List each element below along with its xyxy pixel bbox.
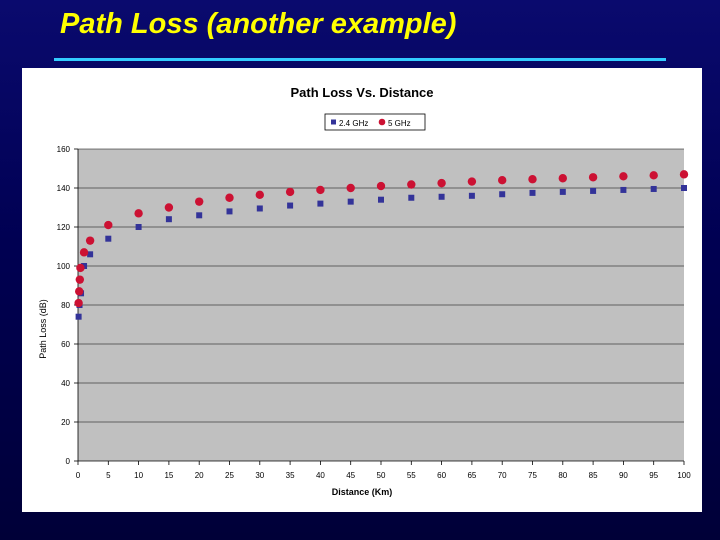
data-point-2-4ghz — [681, 185, 687, 191]
data-point-5ghz — [85, 236, 95, 245]
x-tick-label: 55 — [407, 471, 416, 480]
legend: 2.4 GHz 5 GHz — [324, 113, 426, 131]
y-tick-label: 140 — [57, 184, 71, 193]
x-tick-label: 95 — [649, 471, 658, 480]
legend-marker-5ghz — [378, 118, 386, 126]
data-point-2-4ghz — [468, 192, 475, 199]
data-point-2-4ghz — [347, 198, 354, 205]
x-tick-label: 25 — [225, 471, 234, 480]
y-tick-label: 160 — [57, 145, 71, 154]
x-tick-label: 35 — [286, 471, 295, 480]
x-tick-label: 100 — [677, 471, 691, 480]
data-point-5ghz — [407, 180, 416, 189]
y-tick-label: 20 — [61, 418, 70, 427]
y-tick-label: 120 — [57, 223, 71, 232]
data-point-5ghz — [255, 190, 264, 200]
slide-title: Path Loss (another example) — [60, 8, 457, 40]
legend-marker-2-4ghz — [331, 119, 336, 125]
x-tick-label: 15 — [164, 471, 173, 480]
x-tick-label: 0 — [76, 471, 81, 480]
data-point-5ghz — [74, 298, 83, 308]
x-tick-label: 65 — [467, 471, 476, 480]
legend-label-5ghz: 5 GHz — [388, 119, 411, 128]
y-axis-label: Path Loss (dB) — [38, 299, 48, 359]
x-tick-label: 50 — [377, 471, 386, 480]
y-tick-label: 60 — [61, 340, 70, 349]
data-point-2-4ghz — [196, 212, 203, 219]
data-point-5ghz — [376, 181, 386, 191]
x-tick-label: 75 — [528, 471, 537, 480]
x-tick-label: 40 — [316, 471, 325, 480]
x-tick-label: 60 — [437, 471, 446, 480]
data-point-2-4ghz — [165, 216, 172, 223]
x-axis-label: Distance (Km) — [332, 487, 393, 497]
x-tick-label: 45 — [346, 471, 355, 480]
data-point-5ghz — [467, 177, 477, 186]
data-point-5ghz — [649, 171, 658, 180]
data-point-5ghz — [75, 275, 85, 284]
chart-title: Path Loss Vs. Distance — [290, 85, 433, 100]
data-point-5ghz — [76, 263, 85, 273]
data-point-2-4ghz — [75, 313, 82, 320]
x-tick-label: 30 — [255, 471, 264, 480]
data-point-2-4ghz — [226, 208, 233, 215]
data-point-2-4ghz — [559, 188, 566, 195]
y-tick-label: 40 — [61, 379, 70, 388]
data-point-5ghz — [195, 197, 204, 206]
data-point-2-4ghz — [620, 186, 627, 193]
data-point-2-4ghz — [499, 191, 506, 198]
data-point-2-4ghz — [256, 205, 263, 212]
data-point-5ghz — [346, 183, 355, 193]
data-point-5ghz — [558, 174, 567, 183]
data-point-2-4ghz — [135, 224, 142, 230]
x-tick-label: 90 — [619, 471, 628, 480]
x-tick-label: 85 — [589, 471, 598, 480]
data-point-2-4ghz — [378, 196, 384, 203]
y-tick-label: 0 — [66, 457, 71, 466]
data-point-5ghz — [619, 172, 628, 181]
title-underline — [54, 58, 666, 61]
data-point-5ghz — [75, 287, 84, 296]
data-point-2-4ghz — [317, 200, 324, 207]
data-point-5ghz — [134, 209, 143, 218]
data-point-5ghz — [588, 173, 598, 182]
data-point-2-4ghz — [590, 187, 597, 194]
x-tick-label: 20 — [195, 471, 204, 480]
data-point-2-4ghz — [105, 235, 112, 242]
data-point-5ghz — [225, 193, 234, 202]
path-loss-chart: Path Loss Vs. Distance 2.4 GHz 5 GHz Pat… — [38, 85, 691, 497]
y-tick-label: 100 — [57, 262, 71, 271]
data-point-2-4ghz — [287, 202, 294, 209]
x-tick-label: 5 — [106, 471, 111, 480]
data-point-2-4ghz — [529, 189, 536, 196]
data-point-2-4ghz — [87, 251, 94, 258]
data-point-5ghz — [679, 170, 689, 179]
x-tick-label: 80 — [558, 471, 567, 480]
data-point-5ghz — [104, 220, 113, 230]
data-point-5ghz — [164, 203, 174, 212]
x-tick-label: 70 — [498, 471, 507, 480]
data-point-5ghz — [285, 187, 295, 197]
data-point-5ghz — [437, 178, 446, 188]
chart-panel: Path Loss Vs. Distance 2.4 GHz 5 GHz Pat… — [22, 68, 702, 512]
data-point-2-4ghz — [408, 194, 415, 201]
data-point-5ghz — [498, 176, 507, 185]
x-tick-label: 10 — [134, 471, 143, 480]
data-point-5ghz — [79, 248, 89, 257]
data-point-5ghz — [528, 175, 537, 184]
data-point-2-4ghz — [650, 185, 657, 192]
legend-box — [324, 113, 426, 131]
y-tick-label: 80 — [61, 301, 70, 310]
legend-label-2-4ghz: 2.4 GHz — [339, 119, 368, 128]
data-point-2-4ghz — [438, 193, 445, 200]
data-point-5ghz — [316, 185, 325, 195]
